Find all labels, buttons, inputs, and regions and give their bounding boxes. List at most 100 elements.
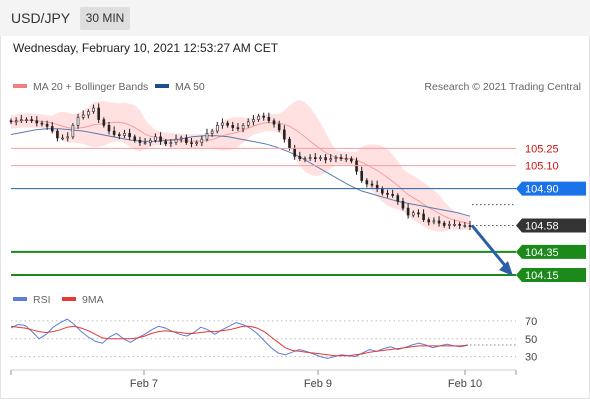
candle-body	[288, 138, 291, 149]
rsi-tick-label: 70	[525, 316, 537, 328]
rsi-line	[10, 318, 469, 359]
candle-body	[185, 137, 188, 143]
candle-body	[329, 158, 333, 161]
legend-ma50-label: MA 50	[175, 81, 205, 93]
candle-body	[360, 171, 363, 181]
candle-body	[411, 212, 415, 216]
legend-rsi-ma-label: 9MA	[82, 294, 104, 306]
price-levels: 105.25 105.10 104.90 104.58 104.35 104.15	[11, 143, 586, 282]
level-tag-last	[516, 218, 586, 233]
timeframe-button[interactable]: 30 MIN	[80, 7, 130, 30]
candle-body	[427, 219, 431, 223]
candle-body	[448, 224, 451, 226]
candle-body	[277, 123, 281, 131]
candle-body	[350, 158, 353, 162]
candle-body	[339, 157, 343, 159]
candle-body	[30, 119, 33, 122]
candle-body	[324, 157, 327, 161]
candle-body	[468, 225, 472, 227]
candle-body	[308, 157, 312, 159]
candle-body	[334, 157, 338, 159]
level-label-resistance: 105.10	[525, 161, 559, 173]
candle-body	[370, 183, 374, 186]
symbol-title: USD/JPY	[11, 10, 71, 26]
level-tag-support	[516, 244, 586, 259]
candle-body	[355, 160, 358, 172]
candle-body	[112, 130, 116, 135]
candle-body	[195, 142, 198, 145]
candle-body	[25, 119, 28, 121]
candle-body	[391, 194, 394, 196]
candle-body	[128, 133, 131, 138]
candle-body	[298, 156, 302, 159]
candle-body	[148, 139, 152, 143]
candle-body	[97, 107, 100, 120]
candle-body	[221, 122, 224, 126]
candle-body	[154, 136, 157, 141]
level-label-pivot: 104.90	[525, 184, 559, 196]
credit-text: Research © 2021 Trading Central	[424, 81, 581, 93]
x-tick-label: Feb 10	[448, 378, 482, 390]
price-plot	[9, 100, 472, 232]
candle-body	[365, 180, 369, 185]
x-axis: Feb 7 Feb 9 Feb 10	[10, 370, 517, 390]
legend-ma20-label: MA 20 + Bollinger Bands	[33, 81, 148, 93]
candle-body	[344, 158, 348, 160]
level-label-last: 104.58	[525, 220, 559, 232]
candle-body	[283, 129, 286, 140]
forecast-arrow-head	[499, 260, 513, 276]
candle-body	[66, 136, 70, 139]
candle-body	[174, 138, 178, 143]
candle-body	[319, 157, 322, 159]
candle-body	[406, 207, 410, 216]
candle-body	[138, 139, 142, 143]
level-label-resistance: 105.25	[525, 143, 559, 155]
candle-body	[9, 120, 13, 123]
candle-body	[14, 120, 18, 123]
ma20-line	[10, 119, 471, 225]
candle-body	[40, 122, 44, 125]
candle-body	[381, 188, 384, 194]
candle-body	[422, 213, 425, 220]
candle-body	[164, 141, 168, 145]
candle-body	[102, 119, 106, 126]
level-tag-support	[516, 267, 586, 282]
candle-body	[442, 222, 446, 226]
candle-body	[169, 142, 173, 145]
timestamp: Wednesday, February 10, 2021 12:53:27 AM…	[13, 41, 279, 55]
rsi-tick-label: 50	[525, 334, 537, 346]
candle-body	[56, 130, 59, 139]
candle-body	[133, 136, 137, 141]
candle-body	[458, 224, 461, 226]
candle-body	[35, 120, 39, 124]
candle-body	[71, 125, 75, 138]
candle-body	[246, 121, 250, 126]
candle-body	[87, 111, 90, 116]
legend-swatch-ma50	[155, 84, 169, 88]
candle-body	[143, 142, 147, 144]
candle-body	[432, 220, 436, 223]
candle-body	[45, 123, 49, 127]
candle-body	[76, 116, 80, 126]
candle-body	[463, 225, 467, 227]
candle-body	[215, 125, 219, 132]
candle-body	[92, 107, 95, 112]
legend-rsi-label: RSI	[33, 294, 51, 306]
candle-body	[179, 137, 183, 140]
legend-swatch-ma20	[13, 84, 27, 88]
candle-body	[210, 130, 214, 134]
candle-body	[252, 119, 255, 123]
rsi-plot: 70 50 30	[10, 316, 537, 364]
candle-body	[61, 137, 64, 140]
candle-body	[267, 116, 271, 122]
candle-body	[107, 125, 111, 132]
candle-body	[200, 138, 204, 143]
candle-body	[50, 126, 54, 132]
candle-body	[190, 142, 193, 145]
candle-body	[417, 212, 420, 215]
level-tag-pivot	[516, 181, 586, 196]
legend-swatch-rsi	[13, 297, 27, 301]
ma50-line	[10, 128, 471, 217]
candle-body	[205, 133, 209, 140]
